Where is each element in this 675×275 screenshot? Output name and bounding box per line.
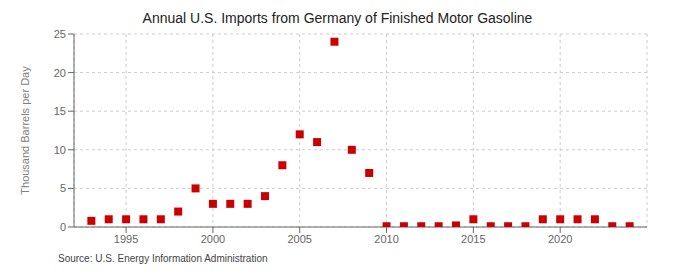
svg-text:1995: 1995 [114,233,138,245]
svg-text:0: 0 [60,221,66,233]
svg-text:5: 5 [60,182,66,194]
svg-text:2010: 2010 [374,233,398,245]
html-text:Annual U.S. Imports from Germa: Annual U.S. Imports from Germany of Fini… [142,10,533,26]
svg-text:2015: 2015 [461,233,485,245]
html-text:Source: U.S. Energy Informatio: Source: U.S. Energy Information Administ… [58,253,268,264]
svg-text:15: 15 [54,105,66,117]
svg-text:10: 10 [54,144,66,156]
svg-text:Thousand Barrels per Day: Thousand Barrels per Day [19,66,31,195]
svg-text:20: 20 [54,67,66,79]
svg-text:2000: 2000 [201,233,225,245]
svg-text:25: 25 [54,28,66,40]
svg-text:2020: 2020 [548,233,572,245]
svg-text:2005: 2005 [287,233,311,245]
